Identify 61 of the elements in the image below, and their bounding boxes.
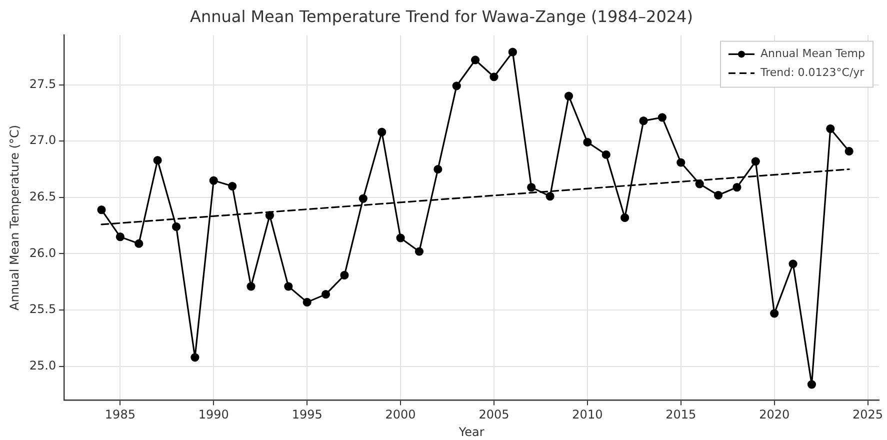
x-tick-label: 2020 — [759, 408, 790, 422]
point — [844, 146, 854, 156]
point — [134, 239, 144, 248]
point — [434, 164, 442, 174]
x-tick-label: 2015 — [666, 408, 696, 422]
x-tick-label: 2000 — [385, 408, 416, 422]
point — [153, 156, 162, 165]
point — [807, 380, 816, 389]
point — [788, 260, 798, 268]
point — [265, 211, 274, 220]
point — [321, 290, 330, 299]
point — [172, 222, 181, 232]
point — [378, 128, 386, 136]
point — [302, 298, 312, 306]
point — [396, 234, 405, 242]
point — [751, 157, 760, 166]
point — [246, 282, 256, 291]
point — [658, 113, 666, 122]
point — [639, 116, 648, 126]
point — [209, 176, 218, 185]
y-tick-label: 26.5 — [29, 190, 56, 204]
y-axis-title: Annual Mean Temperature (°C) — [7, 124, 22, 311]
point — [358, 194, 368, 203]
point — [452, 82, 461, 90]
point — [583, 138, 592, 147]
x-axis-title: Year — [458, 424, 484, 439]
point — [527, 182, 536, 192]
point — [546, 192, 554, 201]
point — [116, 232, 124, 242]
point — [228, 182, 237, 190]
y-tick-label: 25.0 — [29, 358, 56, 373]
point — [490, 72, 498, 82]
point — [190, 353, 200, 362]
x-tick-label: 2025 — [852, 408, 884, 422]
point — [620, 213, 630, 222]
legend-label: Trend: 0.0123°C/yr — [759, 66, 865, 80]
point — [414, 247, 424, 256]
x-tick-label: 2010 — [572, 408, 603, 422]
point — [602, 150, 610, 159]
chart-title: Annual Mean Temperature Trend for Wawa-Zange (1984–2024) — [190, 6, 693, 26]
point — [471, 56, 480, 64]
x-tick-label: 2005 — [478, 408, 510, 422]
point — [676, 158, 686, 167]
point — [826, 124, 835, 134]
point — [732, 182, 742, 192]
y-tick-label: 27.0 — [29, 133, 56, 148]
point — [508, 48, 517, 56]
y-tick-label: 25.5 — [29, 302, 56, 316]
y-tick-label: 26.0 — [29, 246, 56, 260]
x-tick-label: 1990 — [198, 408, 229, 422]
x-tick-label: 1995 — [292, 408, 322, 422]
x-tick-label: 1985 — [104, 408, 136, 422]
point — [714, 190, 723, 200]
point — [695, 180, 704, 188]
point — [97, 206, 106, 214]
point — [770, 309, 779, 318]
point — [340, 270, 349, 280]
y-tick-label: 27.5 — [29, 76, 56, 91]
point — [564, 92, 574, 100]
legend-label: Annual Mean Temp — [760, 47, 866, 60]
point — [284, 282, 293, 291]
